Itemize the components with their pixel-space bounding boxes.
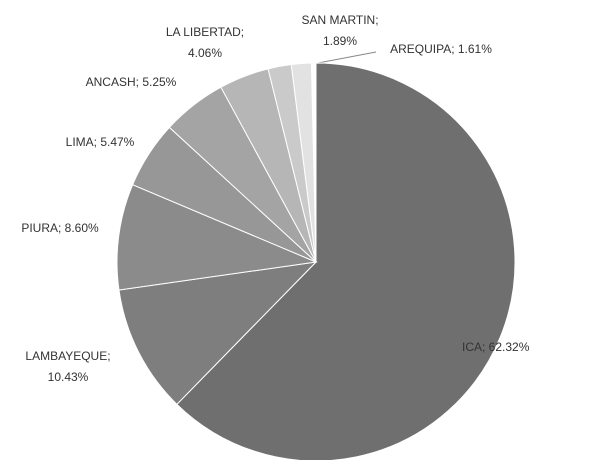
data-label-line: LAMBAYEQUE;	[25, 349, 110, 363]
data-label: ANCASH; 5.25%	[86, 75, 177, 89]
data-label: AREQUIPA; 1.61%	[390, 42, 492, 56]
data-label-line: LIMA; 5.47%	[66, 135, 135, 149]
data-label-line: 1.89%	[323, 34, 357, 48]
data-label: PIURA; 8.60%	[21, 221, 99, 235]
data-label-line: 10.43%	[48, 370, 89, 384]
data-label: LIMA; 5.47%	[66, 135, 135, 149]
pie-slice	[116, 184, 318, 291]
data-label: SAN MARTIN; 1.89%	[301, 13, 378, 48]
data-label: LAMBAYEQUE; 10.43%	[25, 349, 110, 384]
data-label-line: LA LIBERTAD;	[166, 25, 244, 39]
pie-slice	[118, 261, 318, 406]
data-label-line: ICA; 62.32%	[462, 340, 530, 354]
pie-slice	[176, 62, 516, 460]
data-label-line: 4.06%	[188, 46, 222, 60]
data-label-line: PIURA; 8.60%	[21, 221, 99, 235]
data-label-line: AREQUIPA; 1.61%	[390, 42, 492, 56]
data-label-line: SAN MARTIN;	[301, 13, 378, 27]
data-label: ICA; 62.32%	[462, 340, 530, 354]
data-label-line: ANCASH; 5.25%	[86, 75, 177, 89]
pie-slice	[290, 62, 317, 263]
leader-line	[317, 51, 377, 64]
data-label: LA LIBERTAD; 4.06%	[166, 25, 244, 60]
